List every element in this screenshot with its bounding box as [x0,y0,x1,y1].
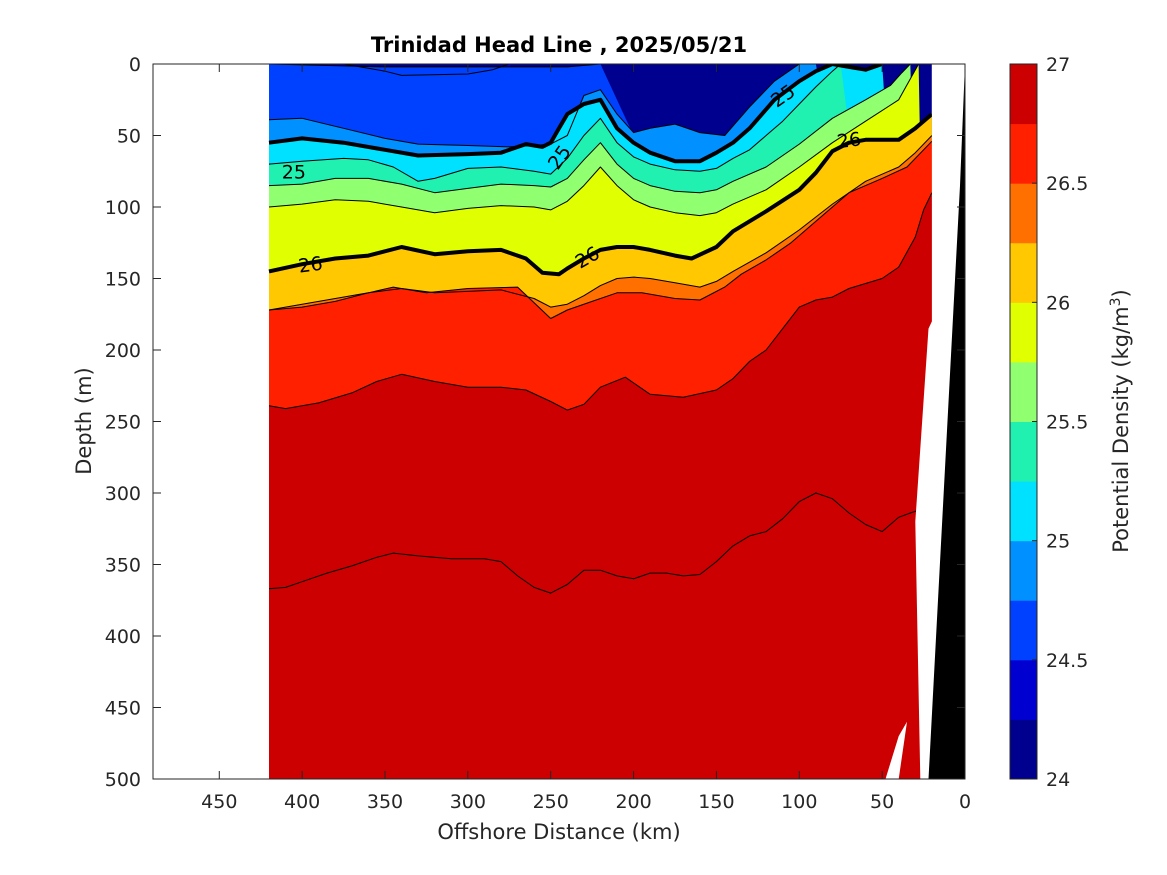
contour-label: 26 [836,128,863,153]
colorbar-segment [1010,600,1037,661]
labeled-contour-lines [268,64,934,277]
y-tick-label: 250 [105,412,141,434]
y-tick-label: 300 [105,483,141,505]
x-tick-label: 300 [450,791,486,813]
x-tick-label: 400 [284,791,320,813]
x-tick-label: 450 [201,791,237,813]
y-tick-label: 450 [105,698,141,720]
x-tick-label: 100 [781,791,817,813]
colorbar-segment [1010,123,1037,184]
colorbar-segment [1010,183,1037,244]
contour-line [268,64,920,217]
colorbar-segment [1010,659,1037,720]
colorbar-tick-label: 26 [1046,292,1070,314]
y-tick-label: 50 [117,126,141,148]
colorbar-label: Potential Density (kg/m3) [1108,289,1133,553]
contour-line [268,192,933,411]
y-axis-label: Depth (m) [72,367,96,474]
y-tick-label: 200 [105,340,141,362]
x-tick-label: 250 [533,791,569,813]
labeled-contour-line [268,64,883,164]
nodata-notch [885,721,907,779]
colorbar-segment [1010,302,1037,363]
colorbar-segment [1010,481,1037,542]
y-tick-label: 150 [105,269,141,291]
density-bands [269,64,932,779]
density-band [269,493,932,779]
y-tick-label: 100 [105,197,141,219]
colorbar-segment [1010,719,1037,780]
colorbar-segment [1010,64,1037,125]
colorbar-segment [1010,242,1037,303]
x-tick-label: 50 [870,791,894,813]
contour-line [268,140,933,319]
contour-line [268,64,601,68]
contour-label: 26 [297,253,324,278]
y-tick-label: 0 [129,54,141,76]
x-axis: 450 400 350 300 250 200 150 100 50 0 [201,64,971,813]
colorbar-segment [1010,540,1037,601]
x-axis-label: Offshore Distance (km) [437,820,680,844]
colorbar: 24 24.5 25 25.5 26 26.5 27 [1009,54,1088,791]
colorbar-segment [1010,421,1037,482]
contour-line [268,64,842,182]
colorbar-segment [1010,361,1037,422]
colorbar-tick-label: 25 [1046,531,1070,553]
contour-line [268,64,911,194]
y-axis: 0 50 100 150 200 250 300 350 400 450 500 [105,54,965,791]
seafloor [885,64,965,779]
x-tick-label: 200 [615,791,651,813]
colorbar-tick-label: 24 [1046,769,1070,791]
x-tick-label: 150 [698,791,734,813]
y-tick-label: 350 [105,555,141,577]
contour-lines [268,64,933,594]
colorbar-tick-label: 24.5 [1046,650,1088,672]
x-tick-label: 350 [367,791,403,813]
colorbar-tick-label: 27 [1046,54,1070,76]
labeled-contour-line [268,112,934,277]
contour-line [268,492,919,594]
y-tick-label: 400 [105,626,141,648]
seafloor-bathymetry [920,64,965,779]
chart-title: Trinidad Head Line , 2025/05/21 [371,33,747,57]
contour-line [268,64,816,148]
x-tick-label: 0 [959,791,971,813]
contour-label: 25 [282,161,306,183]
y-tick-label: 500 [105,769,141,791]
colorbar-tick-label: 25.5 [1046,412,1088,434]
contour-line [269,64,510,76]
colorbar-tick-label: 26.5 [1046,173,1088,195]
